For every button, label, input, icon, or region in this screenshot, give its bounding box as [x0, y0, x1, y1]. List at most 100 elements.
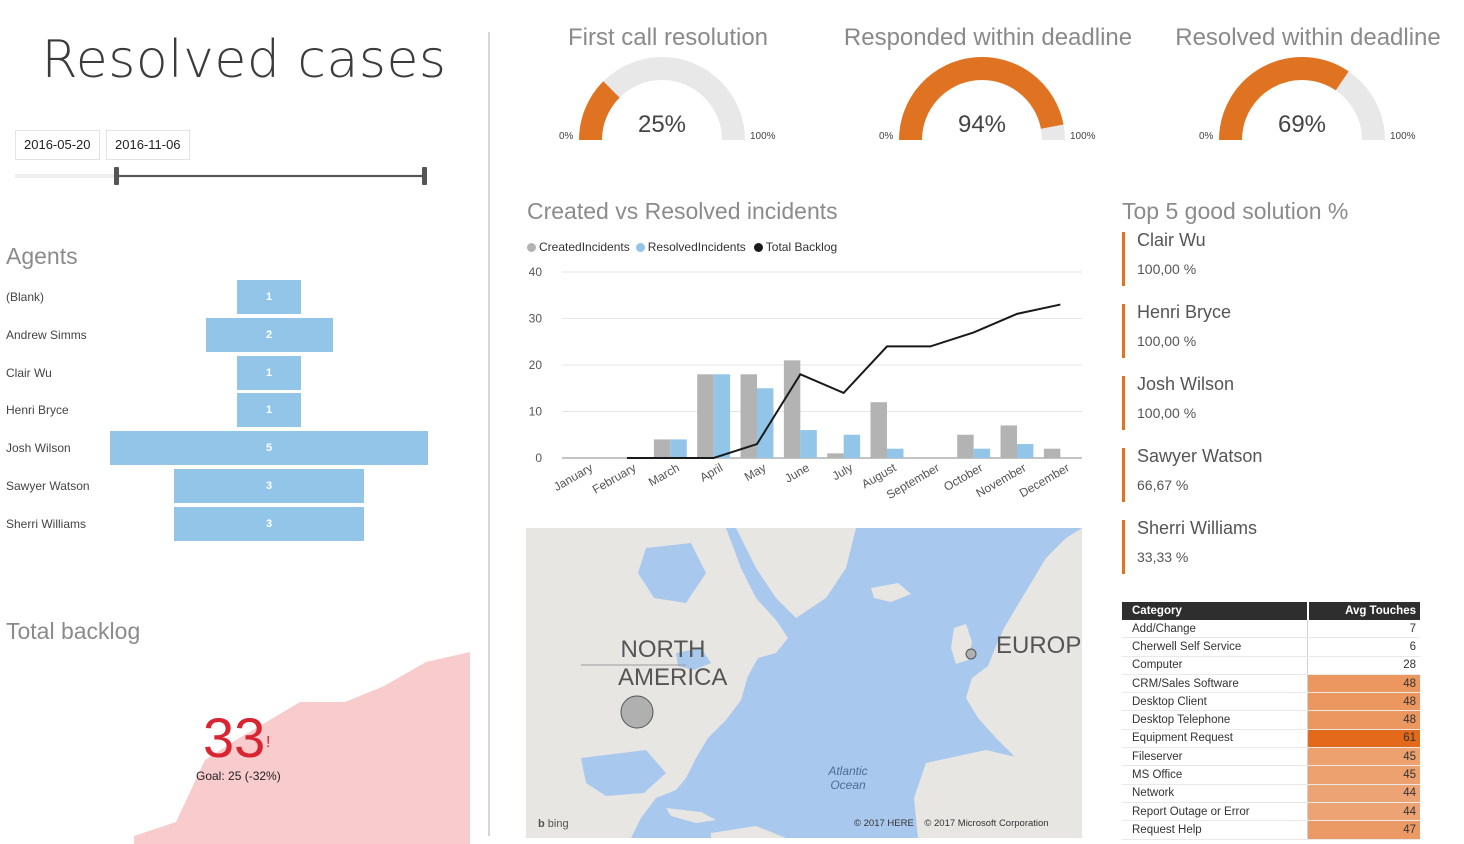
avg-touches-cell: 48 [1307, 692, 1420, 712]
south-america-land [711, 826, 786, 838]
panel-divider [488, 32, 490, 836]
gauge-fill [1219, 57, 1349, 141]
created-bar [1043, 448, 1061, 458]
map-label-atlantic: Atlantic Ocean [828, 764, 868, 792]
agent-bar[interactable]: 2 [205, 317, 333, 352]
gauge-dial[interactable] [1212, 55, 1392, 145]
category-cell: Fileserver [1122, 747, 1308, 767]
agent-bar[interactable]: 1 [237, 355, 301, 390]
table-row[interactable]: Computer 28 [1122, 656, 1420, 675]
gauge-value: 94% [957, 111, 1007, 138]
avg-touches-cell: 61 [1307, 729, 1420, 749]
category-cell: Desktop Telephone [1122, 710, 1308, 730]
backlog-goal: Goal: 25 (-32%) [196, 769, 281, 783]
agent-bar[interactable]: 5 [110, 431, 428, 466]
backlog-title: Total backlog [6, 618, 141, 644]
agent-label: Andrew Simms [6, 327, 87, 342]
end-date-input[interactable]: 2016-11-06 [106, 130, 190, 160]
gauge-dial[interactable] [572, 55, 752, 145]
top5-card[interactable]: Clair Wu 100,00 % [1122, 230, 1422, 286]
top5-agent-name: Clair Wu [1137, 230, 1206, 250]
x-tick-label: May [742, 460, 769, 483]
y-tick-label: 10 [529, 405, 543, 419]
agent-bar[interactable]: 3 [173, 506, 365, 541]
top5-card[interactable]: Sawyer Watson 66,67 % [1122, 446, 1422, 502]
top5-card[interactable]: Sherri Williams 33,33 % [1122, 518, 1422, 574]
x-tick-label: July [830, 460, 855, 483]
category-cell: CRM/Sales Software [1122, 674, 1308, 694]
europe-land [966, 528, 1082, 788]
table-row[interactable]: CRM/Sales Software 48 [1122, 674, 1420, 694]
table-row[interactable]: Equipment Request 61 [1122, 729, 1420, 749]
date-slider-end-handle[interactable] [422, 167, 427, 185]
legend-created: CreatedIncidents [539, 240, 630, 254]
agent-label: Clair Wu [6, 365, 52, 380]
table-row[interactable]: Report Outage or Error 44 [1122, 802, 1420, 822]
agent-bar[interactable]: 1 [237, 393, 301, 428]
gauge-max-label: 100% [1390, 131, 1416, 142]
agent-label: (Blank) [6, 290, 45, 304]
table-row[interactable]: Network 44 [1122, 784, 1420, 803]
map-visual[interactable]: NORTH AMERICA EUROPE Atlantic Ocean b bi… [526, 528, 1082, 838]
iceland-land [871, 583, 911, 602]
table-row[interactable]: Desktop Telephone 48 [1122, 710, 1420, 730]
north-america-bubble [620, 695, 654, 729]
resolved-bar [670, 439, 687, 458]
gauge-title: Resolved within deadline [1175, 24, 1441, 51]
table-row[interactable]: Request Help 47 [1122, 820, 1420, 840]
date-slider-range [116, 175, 426, 177]
legend-backlog: Total Backlog [765, 240, 838, 254]
legend-resolved-dot [635, 242, 645, 252]
caribbean-land [666, 808, 716, 823]
agent-bar[interactable]: 1 [237, 280, 301, 314]
x-tick-label: February [590, 460, 639, 496]
gauge-fill [899, 57, 1064, 141]
table-row[interactable]: Add/Change 7 [1122, 620, 1420, 639]
resolved-bar [800, 430, 817, 458]
top5-card[interactable]: Henri Bryce 100,00 % [1122, 302, 1422, 358]
avg-touches-cell: 44 [1307, 784, 1420, 803]
table-row[interactable]: Cherwell Self Service 6 [1122, 637, 1420, 657]
top5-title: Top 5 good solution % [1122, 198, 1349, 224]
created-bar [827, 453, 844, 458]
agent-label: Josh Wilson [6, 441, 71, 456]
gauge-value: 25% [637, 111, 687, 138]
created-bar [740, 374, 757, 458]
created-bar [957, 434, 974, 458]
y-tick-label: 30 [529, 312, 543, 326]
date-slider-start-handle[interactable] [114, 167, 119, 185]
x-tick-label: June [782, 460, 812, 485]
x-tick-label: April [697, 460, 725, 484]
category-cell: Desktop Client [1122, 692, 1308, 712]
chart-legend: CreatedIncidents ResolvedIncidents Total… [527, 240, 837, 254]
map-label-europe: EUROPE [996, 632, 1082, 659]
avg-touches-cell: 45 [1307, 747, 1420, 767]
x-tick-label: December [1017, 460, 1072, 500]
table-row[interactable]: Fileserver 45 [1122, 747, 1420, 767]
category-table-header: Category Avg Touches [1122, 602, 1420, 620]
gulf-of-mexico-water [581, 750, 666, 796]
category-column-header[interactable]: Category [1122, 602, 1308, 620]
agent-bar[interactable]: 3 [173, 469, 365, 503]
category-cell: Report Outage or Error [1122, 802, 1308, 822]
map-attribution: © 2017 HERE © 2017 Microsoft Corporation [854, 818, 1049, 829]
table-row[interactable]: Desktop Client 48 [1122, 692, 1420, 712]
africa-land [914, 750, 1082, 838]
created-bar [870, 402, 887, 458]
avg-touches-cell: 48 [1307, 710, 1420, 730]
resolved-bar [757, 388, 774, 458]
avg-touches-column-header[interactable]: Avg Touches [1306, 602, 1420, 620]
backlog-alert-icon: ! [266, 734, 271, 751]
gauge-dial[interactable] [892, 55, 1072, 145]
top5-agent-name: Sawyer Watson [1137, 446, 1263, 466]
table-row[interactable]: MS Office 45 [1122, 765, 1420, 785]
legend-backlog-dot [753, 242, 763, 252]
chart-title: Created vs Resolved incidents [527, 198, 838, 224]
avg-touches-cell: 6 [1307, 637, 1420, 657]
gauge-title: Responded within deadline [843, 24, 1133, 51]
top5-card[interactable]: Josh Wilson 100,00 % [1122, 374, 1422, 430]
gauge-min-label: 0% [1199, 131, 1214, 142]
map-label-north-america: NORTH AMERICA [618, 636, 728, 691]
y-tick-label: 40 [529, 265, 543, 279]
start-date-input[interactable]: 2016-05-20 [15, 130, 100, 160]
